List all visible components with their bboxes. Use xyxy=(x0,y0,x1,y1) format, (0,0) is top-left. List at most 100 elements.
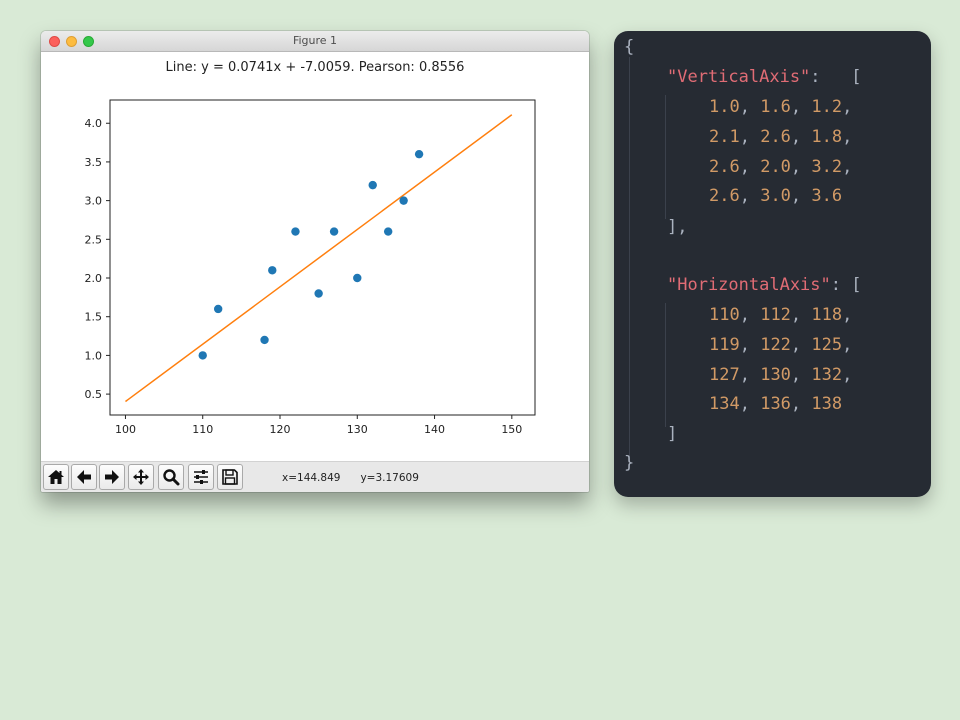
value: 125 xyxy=(811,335,843,355)
y-tick-label: 2.5 xyxy=(85,233,103,246)
value: 122 xyxy=(760,335,791,355)
x-tick-label: 130 xyxy=(347,423,368,436)
y-tick-label: 1.0 xyxy=(85,349,103,362)
cursor-coordinates: x=144.849 y=3.17609 xyxy=(282,472,419,484)
zoom-button[interactable] xyxy=(158,464,184,490)
x-tick-label: 120 xyxy=(270,423,291,436)
regression-line xyxy=(125,114,513,403)
code-row: 119, 122, 125, xyxy=(709,335,853,355)
save-button[interactable] xyxy=(217,464,243,490)
colon: : xyxy=(810,67,821,87)
indent-guide xyxy=(665,95,666,219)
y-tick-label: 3.5 xyxy=(85,156,103,169)
value: 3.0 xyxy=(760,186,791,206)
x-tick-label: 100 xyxy=(115,423,136,436)
value: 2.0 xyxy=(760,157,791,177)
value: 119 xyxy=(709,335,740,355)
value: 1.8 xyxy=(811,127,843,147)
x-tick-label: 110 xyxy=(192,423,213,436)
value: 3.6 xyxy=(811,186,843,206)
minimize-window-button[interactable] xyxy=(66,36,77,47)
vertical-axis-key: "VerticalAxis" xyxy=(667,67,811,87)
y-tick-label: 4.0 xyxy=(85,117,103,130)
configure-subplots-button[interactable] xyxy=(188,464,214,490)
close-brace: } xyxy=(624,453,635,473)
data-point xyxy=(198,351,207,360)
value: 118 xyxy=(811,305,843,325)
data-point xyxy=(329,227,339,236)
save-icon xyxy=(222,469,238,485)
home-button[interactable] xyxy=(43,464,69,490)
horizontal-axis-key-line: "HorizontalAxis": [ xyxy=(667,275,862,295)
code-row: 1.0, 1.6, 1.2, xyxy=(709,97,853,117)
code-panel: { "VerticalAxis": [ 1.0, 1.6, 1.2, 2.1, … xyxy=(614,31,931,497)
window-title: Figure 1 xyxy=(292,34,338,47)
zoom-window-button[interactable] xyxy=(83,36,94,47)
data-point xyxy=(268,266,277,275)
y-tick-label: 1.5 xyxy=(85,311,103,324)
indent-guide xyxy=(665,303,666,427)
title-bar: Figure 1 xyxy=(41,31,589,52)
indent-guide xyxy=(629,57,630,462)
navigation-toolbar: x=144.849 y=3.17609 xyxy=(41,461,589,492)
value: 130 xyxy=(760,365,791,385)
value: 136 xyxy=(760,394,791,414)
y-tick-label: 3.0 xyxy=(85,195,103,208)
data-point xyxy=(213,304,223,314)
value: 127 xyxy=(709,365,740,385)
x-tick-label: 140 xyxy=(424,423,445,436)
value: 110 xyxy=(709,305,740,325)
value: 2.6 xyxy=(709,157,740,177)
y-tick-label: 2.0 xyxy=(85,272,103,285)
close-bracket: ], xyxy=(667,217,688,237)
chart-title: Line: y = 0.0741x + -7.0059. Pearson: 0.… xyxy=(166,60,465,75)
value: 112 xyxy=(760,305,791,325)
value: 3.2 xyxy=(811,157,843,177)
value: 2.6 xyxy=(709,186,740,206)
code-row: 2.6, 2.0, 3.2, xyxy=(709,157,853,177)
y-tick-label: 0.5 xyxy=(85,388,103,401)
data-point xyxy=(353,273,362,283)
data-point xyxy=(260,335,269,345)
open-bracket: [ xyxy=(851,67,862,87)
value: 132 xyxy=(811,365,843,385)
code-row: 134, 136, 138 xyxy=(709,394,843,414)
value: 1.2 xyxy=(811,97,843,117)
data-point xyxy=(291,227,300,236)
value: 1.6 xyxy=(760,97,791,117)
vertical-axis-key-line: "VerticalAxis": [ xyxy=(667,67,862,87)
data-point xyxy=(399,196,408,205)
value: 138 xyxy=(811,394,843,414)
horizontal-axis-key: "HorizontalAxis" xyxy=(667,275,831,295)
forward-button[interactable] xyxy=(99,464,125,490)
open-brace: { xyxy=(624,37,635,57)
scatter-chart[interactable]: Line: y = 0.0741x + -7.0059. Pearson: 0.… xyxy=(41,52,589,461)
back-button[interactable] xyxy=(71,464,97,490)
code-row: 2.1, 2.6, 1.8, xyxy=(709,127,853,147)
plot-area[interactable]: Line: y = 0.0741x + -7.0059. Pearson: 0.… xyxy=(41,52,589,461)
figure-window: Figure 1 Line: y = 0.0741x + -7.0059. Pe… xyxy=(41,31,589,492)
value: 134 xyxy=(709,394,740,414)
open-bracket: [ xyxy=(851,275,862,295)
code-row: 127, 130, 132, xyxy=(709,365,853,385)
value: 2.6 xyxy=(760,127,791,147)
zoom-icon xyxy=(163,469,180,486)
arrow-right-icon xyxy=(105,470,119,484)
value: 1.0 xyxy=(709,97,740,117)
pan-icon xyxy=(133,469,149,485)
data-point xyxy=(383,227,393,236)
colon: : xyxy=(830,275,842,295)
x-tick-label: 150 xyxy=(501,423,522,436)
data-point xyxy=(314,289,323,298)
configure-subplots-icon xyxy=(194,470,208,484)
axes-frame xyxy=(109,99,536,416)
code-row: 2.6, 3.0, 3.6 xyxy=(709,186,843,206)
code-row: 110, 112, 118, xyxy=(709,305,853,325)
pan-button[interactable] xyxy=(128,464,154,490)
value: 2.1 xyxy=(709,127,740,147)
data-point xyxy=(414,149,424,159)
close-bracket: ] xyxy=(667,424,678,444)
close-window-button[interactable] xyxy=(49,36,60,47)
home-icon xyxy=(48,470,64,484)
data-point xyxy=(368,180,377,190)
